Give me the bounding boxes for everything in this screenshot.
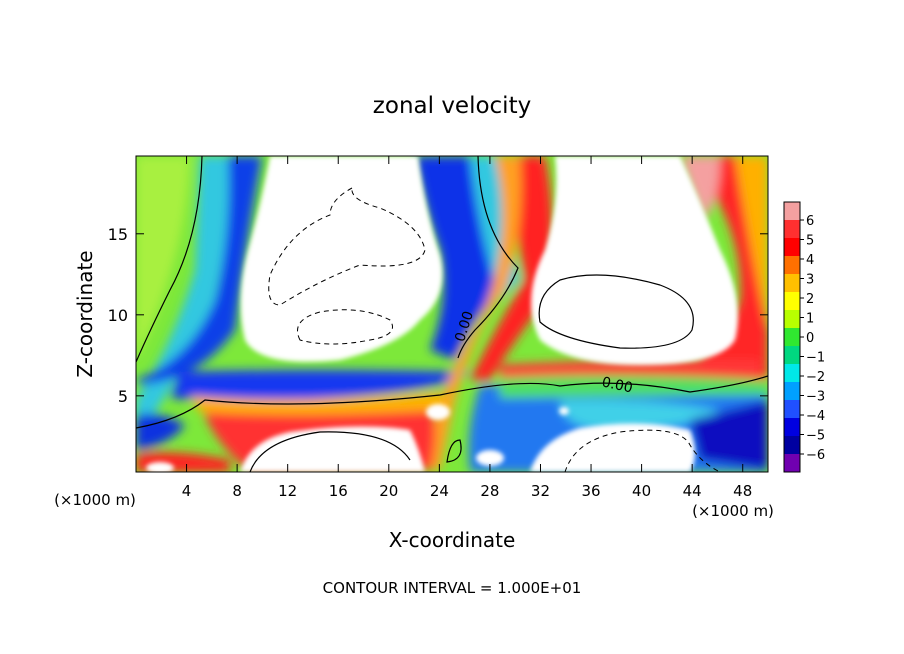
plot-frame (135, 155, 769, 473)
region-left-blue (136, 156, 262, 385)
colorbar-tick-label: 6 (806, 214, 814, 229)
colorbar-tick-label: −4 (806, 409, 825, 424)
chart-title: zonal velocity (373, 93, 531, 119)
white-lobe-bottom-right (530, 423, 695, 472)
colorbar-swatch (784, 310, 800, 329)
region-center-red (470, 156, 553, 380)
x-tick-label: 20 (379, 482, 398, 500)
x-tick-label: 16 (329, 482, 348, 500)
colorbar: 6 5 4 3 2 1 0 −1 −2 −3 −4 −5 −6 (783, 201, 825, 473)
white-spot-3 (559, 407, 569, 415)
colorbar-swatch (784, 436, 800, 455)
colorbar-swatch (784, 328, 800, 347)
region-lower-right-cyan (560, 399, 720, 430)
region-right-orange (735, 156, 768, 330)
region-lower-right-dark (690, 400, 768, 470)
colorbar-tick-label: 2 (806, 292, 814, 307)
x-tick-label: 48 (733, 482, 752, 500)
white-spot-1 (426, 404, 450, 420)
y-axis-label: Z-coordinate (73, 250, 97, 377)
colorbar-swatch (784, 292, 800, 311)
colorbar-tick-label: 5 (806, 234, 814, 249)
colorbar-tick-label: −2 (806, 370, 825, 385)
x-axis-label: X-coordinate (389, 528, 516, 552)
white-lobe-left (240, 156, 443, 362)
contour-dashed-lower (297, 309, 393, 345)
colorbar-tick-label: −1 (806, 351, 825, 366)
colorbar-tick-label: 1 (806, 312, 814, 327)
colorbar-swatch (784, 400, 800, 419)
heatmap-field (136, 156, 768, 472)
colorbar-swatch (784, 382, 800, 401)
colorbar-swatch (784, 346, 800, 365)
colorbar-swatch (784, 418, 800, 437)
y-tick-label: 15 (108, 225, 128, 244)
contour-zero-left (136, 156, 203, 363)
contour-solid-bottom (249, 431, 411, 472)
contour-solid-spot (446, 439, 462, 463)
region-right-pink (680, 156, 720, 220)
x-tick-label: 36 (581, 482, 600, 500)
contour-zero-center (457, 156, 519, 359)
colorbar-swatch (784, 202, 800, 221)
contour-zero-main (136, 375, 768, 429)
x-tick-label: 12 (278, 482, 297, 500)
colorbar-tick-label: −5 (806, 429, 825, 444)
colorbar-tick-label: 4 (806, 253, 814, 268)
x-tick-label: 28 (480, 482, 499, 500)
colorbar-swatch (784, 256, 800, 275)
x-tick-label: 8 (232, 482, 242, 500)
colorbar-swatch (784, 454, 800, 473)
x-axis-ticks: 4 8 12 16 20 24 28 32 36 40 44 48 (182, 156, 752, 500)
colorbar-swatch (784, 238, 800, 257)
x-tick-label: 40 (632, 482, 651, 500)
colorbar-tick-label: −3 (806, 390, 825, 405)
contour-interval-note: CONTOUR INTERVAL = 1.000E+01 (323, 579, 582, 597)
x-tick-label: 24 (430, 482, 449, 500)
region-left-cyan (136, 156, 240, 430)
y-axis-ticks: 5 10 15 (108, 225, 768, 406)
x-unit-left: (×1000 m) (54, 491, 136, 509)
region-left-light (136, 156, 190, 360)
contour-solid-loop-right (538, 274, 694, 349)
x-tick-label: 32 (531, 482, 550, 500)
region-lower-blue (170, 370, 470, 401)
colorbar-swatch (784, 220, 800, 239)
white-lobe-center (531, 156, 738, 365)
y-tick-label: 10 (108, 306, 128, 325)
white-spot-4 (146, 462, 174, 472)
white-spot-2 (476, 450, 504, 466)
colorbar-swatch (784, 274, 800, 293)
colorbar-swatch (784, 364, 800, 383)
colorbar-tick-label: 3 (806, 273, 814, 288)
x-tick-label: 44 (683, 482, 702, 500)
region-center-orange (425, 156, 521, 470)
colorbar-tick-label: 0 (806, 331, 814, 346)
region-mid-green-band (500, 375, 768, 398)
region-left-blue-low (136, 413, 185, 450)
colorbar-tick-label: −6 (806, 448, 825, 463)
contour-label: 0.00 (600, 374, 634, 396)
y-tick-label: 5 (118, 387, 128, 406)
x-unit-right: (×1000 m) (692, 502, 774, 520)
contour-dashed-bottom-right (564, 429, 721, 472)
x-tick-label: 4 (182, 482, 192, 500)
